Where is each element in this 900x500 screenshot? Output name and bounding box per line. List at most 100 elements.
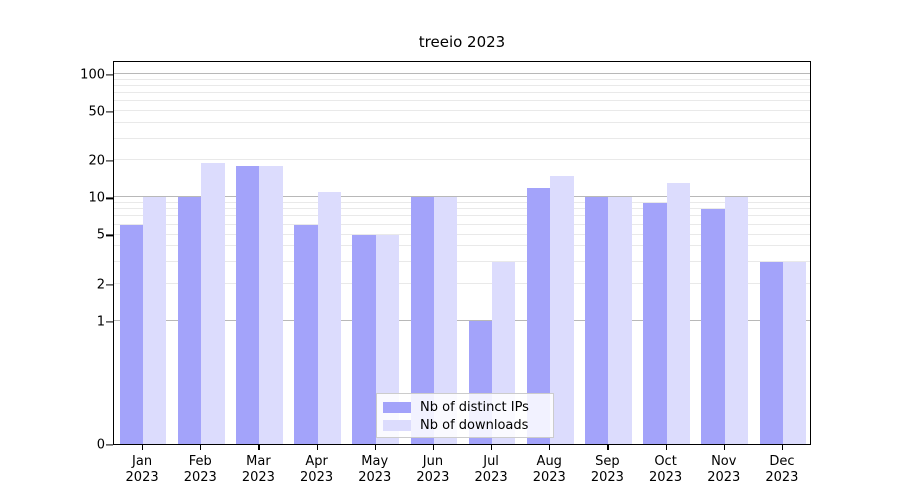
x-axis-tick-may: May 2023	[335, 445, 415, 486]
bar-downloads	[259, 165, 283, 444]
x-axis-tick-mark	[374, 445, 376, 450]
legend-item-downloads: Nb of downloads	[383, 417, 547, 434]
bar-downloads	[201, 163, 225, 444]
x-axis-tick-month: Jan	[132, 454, 153, 469]
x-axis-tick-month: Jul	[483, 454, 499, 469]
y-axis-tick-mark	[106, 321, 113, 323]
x-axis-tick-month: Nov	[711, 454, 737, 469]
x-axis-tick-year: 2023	[707, 470, 741, 485]
x-axis-tick-year: 2023	[765, 470, 799, 485]
y-axis-tick-mark	[106, 74, 113, 76]
x-axis-tick-mark	[549, 445, 551, 450]
gridline	[114, 92, 810, 94]
x-axis-tick-year: 2023	[241, 470, 275, 485]
bar-distinct-ips	[585, 197, 609, 444]
y-axis-tick-label: 20	[88, 153, 105, 169]
x-axis-tick-year: 2023	[125, 470, 159, 485]
y-axis-tick-label: 10	[88, 190, 105, 206]
x-axis-tick-year: 2023	[300, 470, 334, 485]
x-axis-tick-month: Oct	[654, 454, 677, 469]
chart-legend: Nb of distinct IPs Nb of downloads	[376, 393, 554, 438]
gridline	[114, 233, 810, 235]
x-axis-tick-mark	[316, 445, 318, 450]
gridline	[114, 159, 810, 161]
x-axis-tick-mark	[665, 445, 667, 450]
x-axis-tick-year: 2023	[474, 470, 508, 485]
x-axis-tick-mark	[491, 445, 493, 450]
x-axis-tick-sep: Sep 2023	[567, 445, 647, 486]
x-axis-tick-year: 2023	[416, 470, 450, 485]
y-axis-tick-label: 1	[96, 314, 105, 330]
x-axis-tick-year: 2023	[649, 470, 683, 485]
x-axis-tick-month: Mar	[246, 454, 271, 469]
chart-title: treeio 2023	[418, 33, 506, 51]
bar-distinct-ips	[236, 165, 260, 444]
y-axis-tick-label: 50	[88, 104, 105, 120]
gridline	[114, 100, 810, 102]
bar-distinct-ips	[119, 224, 144, 444]
gridline	[114, 282, 810, 284]
gridline	[114, 78, 810, 80]
x-axis-tick-jun: Jun 2023	[393, 445, 473, 486]
bars-layer	[114, 62, 810, 444]
bar-distinct-ips	[643, 203, 667, 444]
x-axis-tick-year: 2023	[532, 470, 566, 485]
y-axis-tick-mark	[106, 160, 113, 162]
x-axis-tick-month: Sep	[595, 454, 620, 469]
gridline	[114, 110, 810, 112]
y-axis-tick-mark	[106, 197, 113, 199]
legend-swatch-distinct-ips	[383, 402, 411, 413]
x-axis-tick-mark	[432, 445, 435, 450]
bar-distinct-ips	[526, 187, 551, 444]
gridline	[114, 85, 810, 87]
gridline	[114, 196, 810, 198]
x-axis-tick-feb: Feb 2023	[160, 445, 240, 486]
legend-label-downloads: Nb of downloads	[420, 417, 529, 433]
bar-downloads	[433, 197, 458, 444]
x-axis-tick-mark	[258, 445, 260, 450]
bar-downloads	[782, 261, 807, 444]
x-axis-tick-month: Feb	[188, 454, 212, 469]
legend-label-distinct-ips: Nb of distinct IPs	[420, 399, 529, 415]
x-axis-tick-dec: Dec 2023	[742, 445, 822, 486]
x-axis-tick-month: Jun	[422, 454, 444, 469]
x-axis-tick-jan: Jan 2023	[102, 445, 182, 486]
gridline	[114, 215, 810, 217]
x-axis-tick-mark	[142, 445, 144, 450]
x-axis-tick-oct: Oct 2023	[626, 445, 706, 486]
y-axis-tick-mark	[106, 444, 113, 446]
bar-distinct-ips	[410, 197, 434, 444]
x-axis-tick-mark	[723, 445, 725, 450]
gridline	[114, 208, 810, 210]
x-axis-tick-month: Aug	[536, 454, 562, 469]
x-axis-tick-month: Dec	[769, 454, 795, 469]
y-axis: 0 1 2 5 10 20 50 100	[63, 61, 113, 452]
gridline	[114, 223, 810, 225]
bar-downloads	[608, 197, 632, 444]
y-axis-tick-mark	[106, 283, 113, 286]
gridline	[114, 319, 810, 321]
bar-downloads	[143, 197, 167, 444]
y-axis-tick-label: 100	[80, 67, 105, 83]
gridline	[114, 122, 810, 124]
x-axis: Jan 2023 Feb 2023 Mar 2023 Apr 2023 May 2023 Jun 20…	[113, 445, 811, 495]
y-axis-tick-mark	[106, 234, 113, 237]
x-axis-tick-year: 2023	[183, 470, 217, 485]
x-axis-tick-mark	[781, 445, 784, 450]
bar-downloads	[724, 197, 749, 444]
y-axis-tick-mark	[106, 111, 113, 113]
bar-downloads	[375, 234, 400, 444]
x-axis-tick-year: 2023	[358, 470, 392, 485]
gridline	[114, 202, 810, 204]
x-axis-tick-year: 2023	[590, 470, 624, 485]
legend-item-distinct-ips: Nb of distinct IPs	[383, 399, 547, 416]
legend-swatch-downloads	[383, 420, 411, 431]
bar-downloads	[666, 183, 690, 444]
x-axis-tick-mark	[607, 445, 609, 450]
gridline	[114, 260, 810, 262]
x-axis-tick-mark	[200, 445, 202, 450]
bar-distinct-ips	[352, 234, 376, 444]
plot-area	[113, 61, 811, 445]
x-axis-tick-nov: Nov 2023	[684, 445, 764, 486]
